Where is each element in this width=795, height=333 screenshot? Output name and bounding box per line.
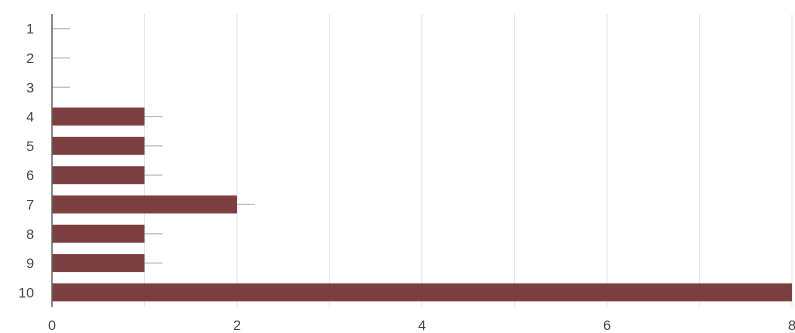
- y-tick-label: 7: [26, 196, 34, 212]
- y-tick-label: 1: [26, 21, 34, 37]
- x-tick-label: 0: [48, 317, 56, 333]
- bar: [52, 283, 792, 302]
- y-tick-label: 9: [26, 255, 34, 271]
- y-tick-label: 8: [26, 226, 34, 242]
- bar: [52, 166, 145, 185]
- gridlines: [144, 14, 793, 307]
- error-bars: [52, 28, 255, 264]
- x-tick-label: 4: [418, 317, 426, 333]
- x-axis-tick-labels: 0 2 4 6 8: [48, 317, 795, 333]
- x-tick-label: 2: [233, 317, 241, 333]
- x-tick-label: 6: [603, 317, 611, 333]
- y-tick-label: 5: [26, 138, 34, 154]
- bar: [52, 254, 145, 273]
- bars: [52, 107, 792, 302]
- bar: [52, 136, 145, 155]
- bar: [52, 107, 145, 126]
- y-axis-tick-labels: 1 2 3 4 5 6 7 8 9 10: [18, 21, 34, 301]
- y-tick-label: 6: [26, 167, 34, 183]
- y-tick-label: 2: [26, 50, 34, 66]
- y-tick-label: 4: [26, 109, 34, 125]
- x-tick-label: 8: [788, 317, 795, 333]
- bar: [52, 195, 237, 214]
- bar: [52, 224, 145, 243]
- y-tick-label: 3: [26, 79, 34, 95]
- y-tick-label: 10: [18, 284, 34, 300]
